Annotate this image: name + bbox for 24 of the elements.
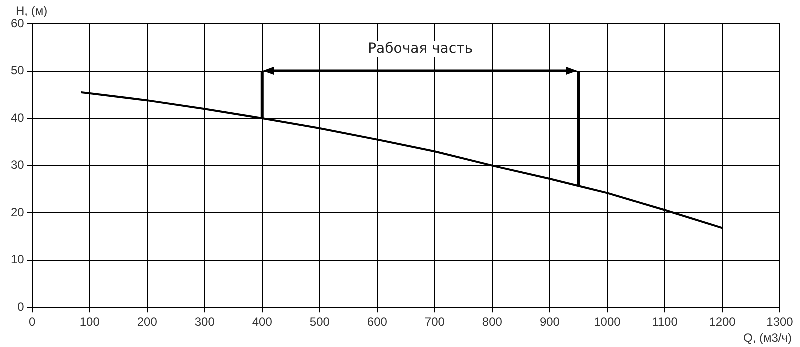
x-tick-label: 1300 — [766, 315, 794, 330]
y-tick-label: 30 — [10, 158, 25, 172]
x-tick-label: 600 — [367, 315, 388, 330]
x-tick-label: 400 — [252, 315, 273, 330]
x-tick-label: 0 — [29, 315, 36, 330]
y-tick-label: 0 — [18, 300, 25, 314]
y-tick-label: 50 — [10, 64, 25, 78]
x-tick-label: 500 — [310, 315, 330, 330]
x-tick-label: 300 — [194, 315, 216, 330]
x-axis-title: Q, (м3/ч) — [743, 331, 792, 345]
x-tick-label: 200 — [137, 315, 158, 330]
y-tick-label: 10 — [10, 252, 25, 267]
x-tick-label: 100 — [80, 315, 100, 330]
x-tick-label: 1000 — [594, 315, 622, 330]
x-tick-label: 700 — [424, 315, 446, 330]
y-tick-label: 40 — [10, 110, 25, 125]
annotation: Рабочая часть — [365, 41, 476, 58]
x-tick-label: 1200 — [709, 315, 736, 330]
y-tick-label: 60 — [10, 16, 25, 30]
x-tick-label: 900 — [540, 315, 560, 330]
y-tick-label: 20 — [10, 205, 25, 220]
y-axis-title: H, (м) — [16, 4, 48, 18]
x-tick-label: 1100 — [652, 315, 678, 330]
x-tick-label: 800 — [482, 315, 503, 330]
